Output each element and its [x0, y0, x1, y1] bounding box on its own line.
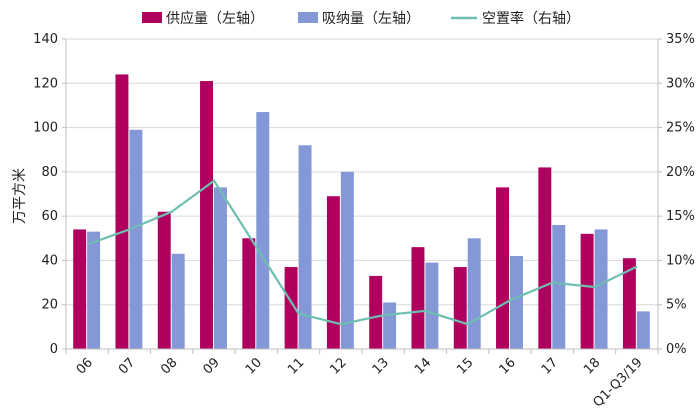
y-axis-title: 万平方米 — [12, 168, 28, 224]
y-tick-label: 40 — [41, 253, 58, 268]
bar — [510, 256, 523, 349]
bar — [157, 211, 171, 349]
x-tick-label: 09 — [201, 355, 223, 377]
legend-swatch — [142, 12, 162, 23]
bar — [580, 233, 594, 349]
x-tick-label: 17 — [539, 355, 561, 377]
y2-tick-label: 25% — [666, 121, 695, 136]
bar — [496, 187, 509, 349]
legend-label: 供应量（左轴） — [166, 10, 264, 27]
y-tick-label: 0 — [50, 342, 58, 357]
x-tick-label: 12 — [327, 355, 349, 377]
bar — [425, 262, 439, 349]
bar — [87, 231, 101, 349]
legend-label: 空置率（右轴） — [482, 10, 580, 27]
y2-tick-label: 20% — [666, 165, 695, 180]
bar — [636, 311, 650, 349]
axes — [62, 38, 662, 354]
bar — [538, 167, 552, 349]
x-tick-label: 07 — [116, 355, 138, 377]
bar — [129, 129, 143, 349]
x-tick-label: 06 — [74, 355, 96, 377]
series-line — [86, 179, 638, 326]
legend-swatch — [298, 12, 318, 23]
y-tick-label: 120 — [33, 76, 58, 91]
x-tick-label: 15 — [454, 355, 476, 377]
bar — [214, 187, 227, 349]
y2-tick-label: 5% — [666, 298, 687, 313]
x-tick-label: 16 — [497, 355, 519, 377]
bar — [340, 171, 354, 349]
x-tick-label: 11 — [285, 355, 307, 377]
gridlines — [66, 38, 658, 306]
bar — [298, 145, 312, 349]
bar — [242, 238, 256, 349]
y-tick-label: 80 — [41, 165, 58, 180]
y2-tick-label: 35% — [666, 32, 695, 47]
bar — [552, 225, 566, 349]
bar — [467, 238, 481, 349]
bar — [411, 247, 425, 349]
y-tick-label: 60 — [41, 209, 58, 224]
bar — [171, 253, 185, 349]
bar — [256, 112, 270, 349]
bar — [594, 229, 608, 349]
legend-item: 空置率（右轴） — [451, 10, 580, 27]
y-tick-label: 20 — [41, 298, 58, 313]
y-tick-label: 100 — [33, 121, 58, 136]
bar — [622, 258, 636, 349]
bar — [326, 196, 340, 349]
bar — [284, 267, 298, 349]
vacancy-line — [86, 179, 638, 326]
bar — [369, 275, 383, 349]
y2-tick-label: 30% — [666, 76, 695, 91]
legend: 供应量（左轴） 吸纳量（左轴） 空置率（右轴） — [142, 10, 580, 27]
legend-item: 吸纳量（左轴） — [298, 11, 420, 27]
y2-tick-label: 10% — [666, 253, 695, 268]
y2-tick-label: 15% — [666, 209, 695, 224]
bar — [115, 74, 129, 349]
legend-label: 吸纳量（左轴） — [322, 11, 420, 27]
bar — [453, 267, 467, 349]
bar — [383, 302, 397, 349]
tick-labels: 0 20 40 60 80 100 120 140 0% 5% 10% 15% 20% 25% 30% 35%… — [33, 32, 695, 410]
x-tick-label: 13 — [370, 355, 392, 377]
x-tick-label: 14 — [412, 355, 434, 377]
y-tick-label: 140 — [33, 32, 58, 47]
x-tick-label: 18 — [581, 355, 603, 377]
y2-tick-label: 0% — [666, 342, 687, 357]
bars — [73, 74, 650, 350]
legend-item: 供应量（左轴） — [142, 10, 264, 27]
x-tick-label: 10 — [243, 355, 265, 377]
x-tick-label: 08 — [158, 355, 180, 377]
bar — [200, 81, 213, 350]
bar — [73, 229, 87, 349]
